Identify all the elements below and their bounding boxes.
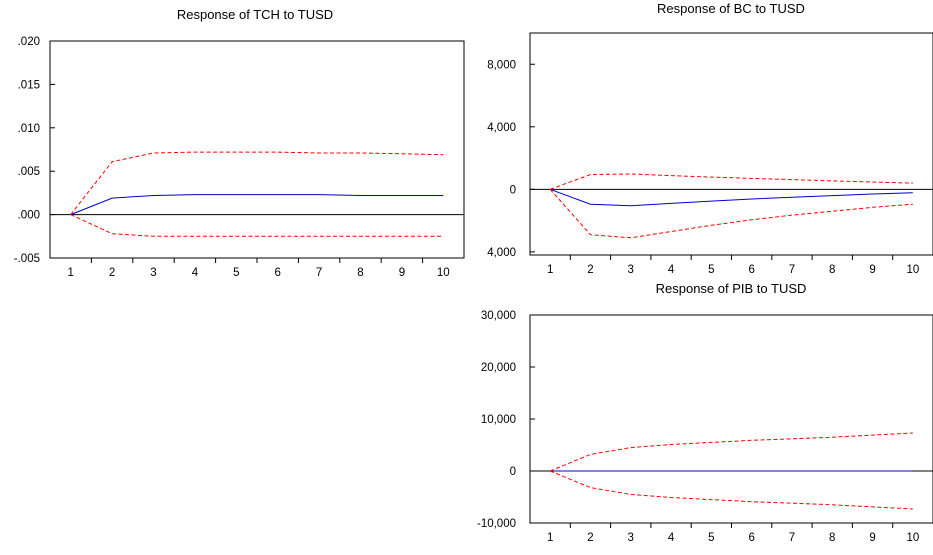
x-tick-label: 8 xyxy=(829,264,835,276)
chart-bc: Response of BC to TUSD 4,00004,0008,000 … xyxy=(487,1,933,276)
series-line-response xyxy=(70,194,444,216)
series-line-upper xyxy=(70,151,444,215)
series-line-response xyxy=(549,188,913,207)
y-tick-label: .015 xyxy=(18,79,40,91)
plot-area xyxy=(50,151,464,237)
y-tick-label: .010 xyxy=(18,123,40,135)
x-tick-label: 6 xyxy=(274,267,280,279)
x-axis: 1 2 3 4 5 6 7 8 9 10 xyxy=(547,523,919,544)
y-axis: -10,000 0 10,000 20,000 30,000 xyxy=(477,310,535,530)
x-tick-label: 3 xyxy=(150,267,156,279)
x-tick-label: 3 xyxy=(628,264,634,276)
x-tick-label: 10 xyxy=(906,264,919,276)
y-tick-label: 10,000 xyxy=(481,414,516,426)
x-tick-label: 5 xyxy=(708,264,714,276)
x-axis: 1 2 3 4 5 6 7 8 9 10 xyxy=(547,255,919,276)
y-axis: -.005 .000 .005 .010 .015 .020 xyxy=(14,36,55,265)
x-tick-label: 9 xyxy=(869,532,875,544)
x-tick-label: 4 xyxy=(668,264,675,276)
x-tick-label: 1 xyxy=(547,532,553,544)
y-tick-label: -.005 xyxy=(14,253,40,265)
series-line-upper xyxy=(549,432,913,472)
y-tick-label: .020 xyxy=(18,36,40,48)
y-tick-label: .005 xyxy=(18,166,40,178)
x-tick-label: 7 xyxy=(789,532,795,544)
chart-title: Response of BC to TUSD xyxy=(657,1,805,16)
x-tick-label: 10 xyxy=(437,267,450,279)
x-tick-label: 1 xyxy=(67,267,73,279)
y-tick-label: 0 xyxy=(510,466,516,478)
x-tick-label: 8 xyxy=(829,532,835,544)
series-line-lower xyxy=(549,470,913,510)
x-tick-label: 1 xyxy=(547,264,553,276)
chart-title: Response of PIB to TUSD xyxy=(656,281,807,296)
x-tick-label: 2 xyxy=(109,267,115,279)
plot-frame xyxy=(529,32,933,256)
chart-tch: Response of TCH to TUSD -.005 .000 .005 .01… xyxy=(14,7,465,279)
series-line-upper xyxy=(549,173,913,190)
series-line-lower xyxy=(549,188,913,239)
x-tick-label: 6 xyxy=(748,264,754,276)
x-tick-label: 2 xyxy=(587,532,593,544)
x-tick-label: 9 xyxy=(869,264,875,276)
plot-frame xyxy=(49,40,465,259)
chart-title: Response of TCH to TUSD xyxy=(177,7,333,22)
plot-area xyxy=(530,432,933,510)
y-tick-label: 8,000 xyxy=(487,59,516,71)
x-tick-label: 4 xyxy=(192,267,199,279)
x-tick-label: 3 xyxy=(628,532,634,544)
x-tick-label: 7 xyxy=(316,267,322,279)
x-tick-label: 5 xyxy=(708,532,714,544)
y-tick-label: 0 xyxy=(510,184,516,196)
x-tick-label: 8 xyxy=(357,267,363,279)
y-tick-label: 4,000 xyxy=(487,247,516,259)
x-tick-label: 2 xyxy=(587,264,593,276)
x-tick-label: 7 xyxy=(789,264,795,276)
chart-pib: Response of PIB to TUSD -10,000 0 10,000 20… xyxy=(477,281,933,544)
y-tick-label: 20,000 xyxy=(481,362,516,374)
y-tick-label: 30,000 xyxy=(481,310,516,322)
y-tick-label: -10,000 xyxy=(477,518,516,530)
plot-area xyxy=(530,173,933,239)
x-tick-label: 5 xyxy=(233,267,239,279)
y-tick-label: 4,000 xyxy=(487,122,516,134)
series-line-lower xyxy=(70,214,444,237)
y-tick-label: .000 xyxy=(18,210,40,222)
y-axis: 4,000 0 4,000 8,000 xyxy=(487,59,535,259)
x-axis: 1 2 3 4 5 6 7 8 9 10 xyxy=(67,258,450,279)
x-tick-label: 10 xyxy=(906,532,919,544)
plot-frame xyxy=(529,314,933,524)
x-tick-label: 4 xyxy=(668,532,675,544)
x-tick-label: 9 xyxy=(399,267,405,279)
x-tick-label: 6 xyxy=(748,532,754,544)
